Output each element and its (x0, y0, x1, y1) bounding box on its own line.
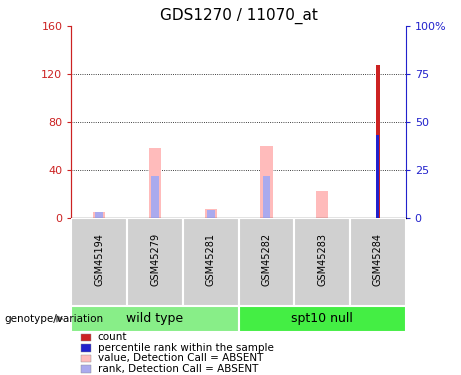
Bar (127, 217, 183, 306)
Text: value, Detection Call = ABSENT: value, Detection Call = ABSENT (98, 354, 263, 363)
Text: GSM45284: GSM45284 (373, 233, 383, 286)
Bar (238, 217, 294, 306)
Bar (149, 148, 161, 217)
Bar (294, 217, 350, 306)
Text: percentile rank within the sample: percentile rank within the sample (98, 343, 274, 353)
Bar (316, 191, 328, 217)
Text: count: count (98, 333, 127, 342)
Bar (93, 211, 106, 217)
Bar (71, 306, 239, 332)
Bar (376, 135, 379, 218)
Bar (95, 211, 103, 217)
Text: genotype/variation: genotype/variation (5, 314, 104, 324)
Text: spt10 null: spt10 null (291, 312, 353, 325)
Bar (350, 217, 406, 306)
Bar (262, 176, 270, 217)
Text: GSM45194: GSM45194 (95, 233, 104, 286)
Text: GSM45283: GSM45283 (317, 233, 327, 286)
Bar (239, 306, 406, 332)
Bar (205, 209, 217, 218)
Bar (71, 217, 127, 306)
Title: GDS1270 / 11070_at: GDS1270 / 11070_at (160, 7, 318, 24)
Bar (183, 217, 238, 306)
Text: wild type: wild type (126, 312, 183, 325)
Bar (260, 146, 272, 218)
Bar (207, 210, 215, 218)
Text: rank, Detection Call = ABSENT: rank, Detection Call = ABSENT (98, 364, 258, 374)
Text: GSM45282: GSM45282 (261, 233, 272, 286)
Text: GSM45281: GSM45281 (206, 233, 216, 286)
Bar (151, 176, 159, 217)
Text: GSM45279: GSM45279 (150, 233, 160, 286)
Bar (376, 64, 380, 218)
